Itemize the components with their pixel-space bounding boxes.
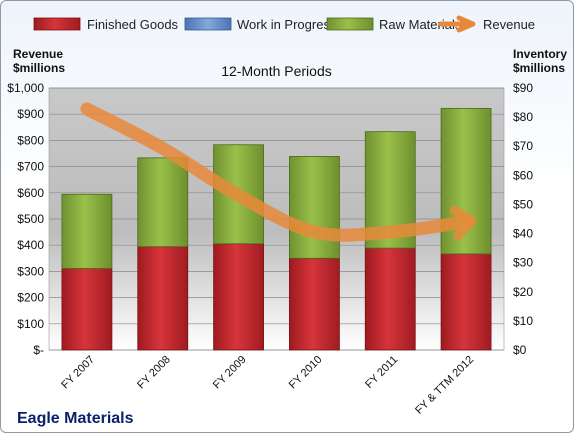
left-tick-label: $100 <box>17 317 44 331</box>
right-tick-label: $90 <box>513 81 533 95</box>
right-tick-label: $20 <box>513 285 533 299</box>
bar-finished-goods <box>440 253 492 351</box>
bar-finished-goods <box>289 257 340 351</box>
left-tick-label: $300 <box>17 264 44 278</box>
left-tick-label: $- <box>33 343 44 357</box>
legend-label-raw-materials: Raw Materials <box>379 17 462 32</box>
right-tick-label: $40 <box>513 227 533 241</box>
x-tick-label: FY 2011 <box>363 354 400 391</box>
bars <box>61 107 492 351</box>
bar-finished-goods <box>137 246 189 351</box>
right-axis-title-line2: $millions <box>513 61 565 75</box>
bar-raw-materials <box>137 157 189 248</box>
right-tick-label: $30 <box>513 256 533 270</box>
revenue-arrowhead <box>449 205 477 241</box>
legend-label-work-in-progress: Work in Progress <box>237 17 337 32</box>
x-tick-label: FY 2010 <box>287 354 325 392</box>
legend: Finished Goods Work in Progress Raw Mate… <box>33 15 535 33</box>
right-tick-label: $60 <box>513 168 533 182</box>
company-name: Eagle Materials <box>17 410 134 427</box>
right-tick-label: $0 <box>513 343 527 357</box>
right-tick-label: $10 <box>513 314 533 328</box>
bar-raw-materials <box>289 156 340 259</box>
left-tick-label: $900 <box>17 107 44 121</box>
right-tick-label: $80 <box>513 110 533 124</box>
left-tick-label: $800 <box>17 133 44 147</box>
left-axis-title-line1: Revenue <box>13 47 63 61</box>
chart-subtitle: 12-Month Periods <box>221 63 332 79</box>
bar-finished-goods <box>213 243 264 351</box>
right-axis-title-line1: Inventory <box>513 47 567 61</box>
x-tick-label: FY 2007 <box>59 354 97 392</box>
legend-swatch-finished-goods <box>33 17 81 31</box>
left-tick-label: $700 <box>17 160 44 174</box>
x-tick-label: FY 2008 <box>135 354 173 392</box>
left-tick-label: $500 <box>17 212 44 226</box>
legend-label-finished-goods: Finished Goods <box>87 17 179 32</box>
bar-finished-goods <box>364 247 416 351</box>
x-tick-label: FY & TTM 2012 <box>413 354 476 417</box>
legend-label-revenue: Revenue <box>483 17 535 32</box>
left-tick-label: $1,000 <box>7 81 44 95</box>
legend-swatch-work-in-progress <box>184 17 232 31</box>
right-tick-label: $70 <box>513 139 533 153</box>
right-axis-ticks: $0 $10 $20 $30 $40 $50 $60 $70 $80 $90 <box>513 81 533 357</box>
left-tick-label: $400 <box>17 238 44 252</box>
left-tick-label: $200 <box>17 291 44 305</box>
left-tick-label: $600 <box>17 186 44 200</box>
revenue-line <box>80 102 477 242</box>
x-tick-label: FY 2009 <box>211 354 249 392</box>
revenue-line-path <box>80 102 473 242</box>
legend-swatch-raw-materials <box>326 17 374 31</box>
bar-raw-materials <box>61 193 113 269</box>
bar-finished-goods <box>61 268 113 351</box>
left-axis-ticks: $- $100 $200 $300 $400 $500 $600 $700 $800 $900 $1… <box>7 81 44 357</box>
x-axis-ticks: FY 2007 FY 2008 FY 2009 FY 2010 FY 2011 FY & … <box>59 354 476 417</box>
legend-swatch-revenue <box>438 15 476 33</box>
right-tick-label: $50 <box>513 197 533 211</box>
left-axis-title-line2: $millions <box>13 61 65 75</box>
